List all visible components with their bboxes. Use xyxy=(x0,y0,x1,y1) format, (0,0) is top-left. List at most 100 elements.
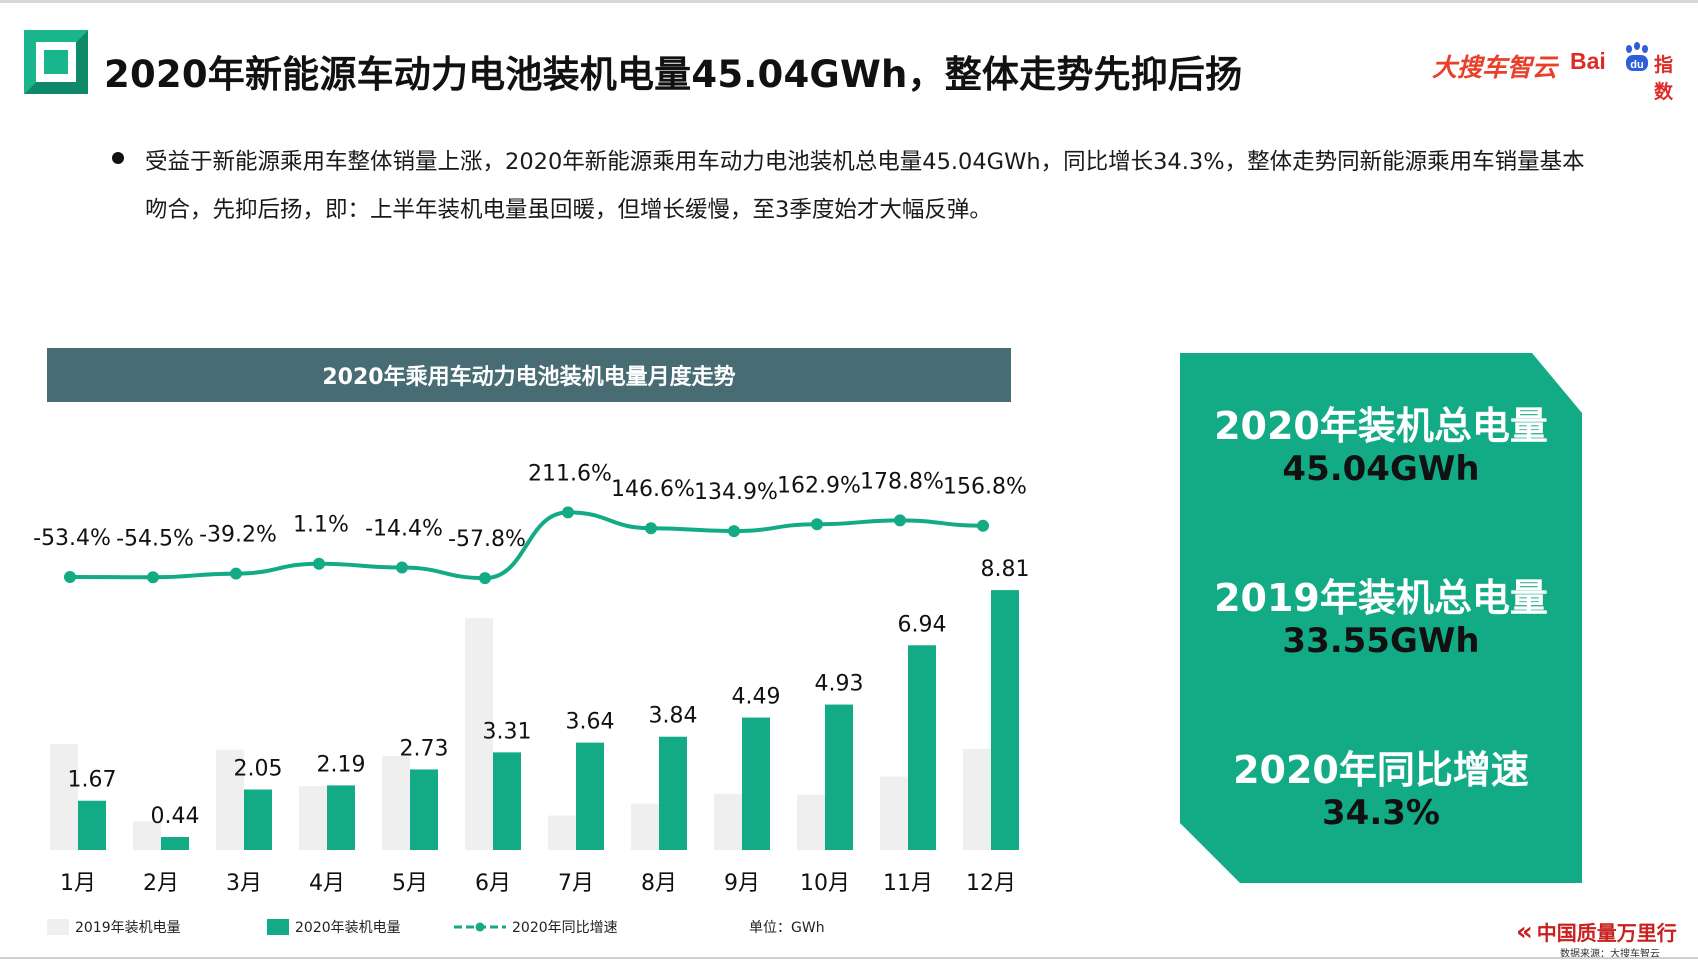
bar-2019 xyxy=(133,821,161,850)
yoy-point xyxy=(811,518,823,531)
bar-value-label: 6.94 xyxy=(898,612,947,637)
legend-2019-label: 2019年装机电量 xyxy=(75,920,181,936)
yoy-value-label: -57.8% xyxy=(448,527,526,552)
bar-2020 xyxy=(161,837,189,850)
data-source: 数据来源：大搜车智云 xyxy=(1560,949,1660,960)
footer-logo-text: 中国质量万里行 xyxy=(1536,921,1677,945)
x-tick-label: 11月 xyxy=(883,871,933,896)
yoy-value-label: 134.9% xyxy=(694,480,778,505)
bar-value-label: 3.64 xyxy=(566,710,615,735)
yoy-point xyxy=(479,572,491,585)
yoy-value-label: -14.4% xyxy=(365,517,443,542)
legend-2019: 2019年装机电量 xyxy=(47,917,181,937)
stat-2020-total-label: 2020年装机总电量 xyxy=(1214,404,1548,448)
bar-2019 xyxy=(880,776,908,850)
yoy-value-label: -39.2% xyxy=(199,523,277,548)
bar-value-label: 2.05 xyxy=(234,757,283,782)
x-tick-label: 8月 xyxy=(641,871,677,896)
summary-panel: 2020年装机总电量 45.04GWh 2019年装机总电量 33.55GWh … xyxy=(1180,353,1582,883)
bar-2019 xyxy=(299,785,327,850)
bar-2019 xyxy=(631,803,659,850)
x-tick-label: 1月 xyxy=(60,871,96,896)
x-tick-label: 7月 xyxy=(558,871,594,896)
baidu-logo-text: Bai xyxy=(1570,48,1606,74)
bar-2019 xyxy=(963,748,991,850)
page-title: 2020年新能源车动力电池装机电量45.04GWh，整体走势先抑后扬 xyxy=(104,53,1243,96)
stat-2019-total-label: 2019年装机总电量 xyxy=(1214,576,1548,620)
yoy-point xyxy=(728,525,740,538)
yoy-point xyxy=(396,561,408,574)
x-tick-label: 9月 xyxy=(724,871,760,896)
chart-title: 2020年乘用车动力电池装机电量月度走势 xyxy=(47,348,1011,402)
legend-2020: 2020年装机电量 xyxy=(267,917,401,937)
yoy-value-label: 178.8% xyxy=(860,469,944,494)
x-tick-label: 10月 xyxy=(800,871,850,896)
top-rule xyxy=(0,0,1698,3)
yoy-value-label: 1.1% xyxy=(293,513,349,538)
x-tick-label: 6月 xyxy=(475,871,511,896)
footer-chevron-icon: « xyxy=(1516,917,1533,947)
x-tick-label: 12月 xyxy=(966,871,1016,896)
baidu-du-text: du xyxy=(1630,59,1643,71)
yoy-point xyxy=(230,567,242,580)
legend-unit: 单位：GWh xyxy=(749,917,825,937)
bar-2019 xyxy=(797,794,825,850)
dasouche-logo: 大搜车智云 xyxy=(1432,53,1558,82)
summary-text: 受益于新能源乘用车整体销量上涨，2020年新能源乘用车动力电池装机总电量45.0… xyxy=(145,149,1585,223)
bullet-icon xyxy=(112,152,124,164)
stat-yoy-label: 2020年同比增速 xyxy=(1233,748,1529,792)
bar-2019 xyxy=(714,793,742,850)
baidu-index-text: 指数 xyxy=(1654,54,1674,103)
yoy-point xyxy=(147,571,159,584)
yoy-value-label: 146.6% xyxy=(611,477,695,502)
logo-mark-icon xyxy=(24,30,88,94)
legend-yoy-line-icon xyxy=(454,922,506,932)
bar-value-label: 4.49 xyxy=(732,685,781,710)
bar-2019 xyxy=(465,618,493,850)
bar-2019 xyxy=(216,749,244,850)
bar-2020 xyxy=(493,752,521,850)
bar-2020 xyxy=(659,736,687,850)
bar-value-label: 4.93 xyxy=(815,672,864,697)
bar-value-label: 3.31 xyxy=(483,719,532,744)
bar-2020 xyxy=(327,785,355,850)
baidu-index-logo: Bai du 指数 xyxy=(1570,38,1688,103)
legend-2019-swatch xyxy=(47,919,69,935)
bottom-rule xyxy=(0,957,1698,959)
x-tick-label: 5月 xyxy=(392,871,428,896)
legend-yoy: 2020年同比增速 xyxy=(454,917,618,937)
monthly-battery-chart: 1.67 1月 0.44 2月 2.05 3月 2.19 4月 2.73 5月 3.31 6月 3.64… xyxy=(33,461,1029,896)
legend-2020-label: 2020年装机电量 xyxy=(295,920,401,936)
bar-2020 xyxy=(825,704,853,850)
stat-2020-total-value: 45.04GWh xyxy=(1282,449,1480,489)
yoy-point xyxy=(645,522,657,535)
bar-value-label: 2.19 xyxy=(317,752,366,777)
baidu-paw-icon: du xyxy=(1626,42,1648,71)
bar-value-label: 1.67 xyxy=(68,768,117,793)
bar-2019 xyxy=(548,815,576,850)
yoy-value-label: -54.5% xyxy=(116,526,194,551)
x-tick-label: 4月 xyxy=(309,871,345,896)
stat-yoy-value: 34.3% xyxy=(1322,793,1440,833)
yoy-point xyxy=(894,514,906,527)
bar-2020 xyxy=(410,769,438,850)
legend-2020-swatch xyxy=(267,919,289,935)
bar-value-label: 0.44 xyxy=(151,804,200,829)
bar-2020 xyxy=(742,717,770,850)
stat-2019-total-value: 33.55GWh xyxy=(1282,621,1480,661)
bar-2020 xyxy=(78,800,106,850)
bar-2019 xyxy=(382,755,410,850)
yoy-point xyxy=(977,519,989,532)
bar-2020 xyxy=(991,590,1019,850)
x-tick-label: 2月 xyxy=(143,871,179,896)
bar-value-label: 3.84 xyxy=(649,704,698,729)
bar-value-label: 2.73 xyxy=(400,736,449,761)
footer-logo: «中国质量万里行 xyxy=(1516,917,1677,947)
bar-2019 xyxy=(50,743,78,850)
bar-2020 xyxy=(576,742,604,850)
unit-label: 单位：GWh xyxy=(749,920,825,936)
yoy-point xyxy=(562,506,574,519)
x-tick-label: 3月 xyxy=(226,871,262,896)
yoy-value-label: 211.6% xyxy=(528,461,612,486)
yoy-value-label: 162.9% xyxy=(777,473,861,498)
